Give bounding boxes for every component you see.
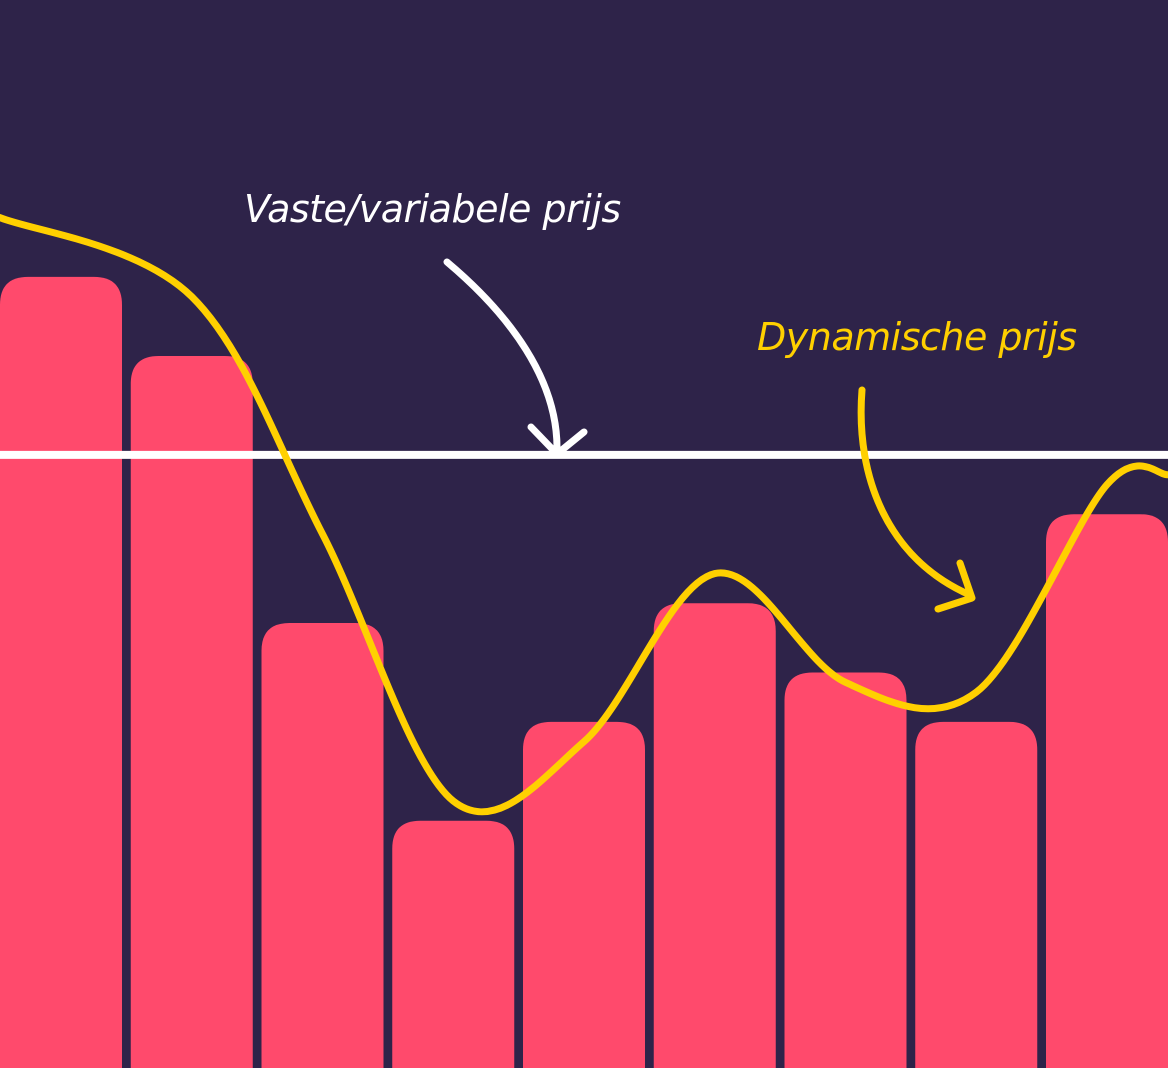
bar-8 <box>915 721 1038 1068</box>
bars-layer <box>0 276 1168 1068</box>
dynamic-price-arrow-icon <box>857 386 976 613</box>
fixed-price-arrow-icon <box>443 258 588 458</box>
bar-4 <box>392 820 515 1068</box>
bar-9 <box>1046 514 1168 1068</box>
fixed-price-label: Vaste/variabele prijs <box>244 187 621 231</box>
bar-6 <box>653 603 776 1068</box>
bar-5 <box>523 721 645 1068</box>
bar-3 <box>261 623 384 1068</box>
bar-7 <box>784 672 907 1068</box>
bar-1 <box>0 276 122 1068</box>
bar-2 <box>130 356 253 1068</box>
dynamic-price-label: Dynamische prijs <box>757 315 1077 359</box>
dynamic-price-line <box>0 214 1168 816</box>
